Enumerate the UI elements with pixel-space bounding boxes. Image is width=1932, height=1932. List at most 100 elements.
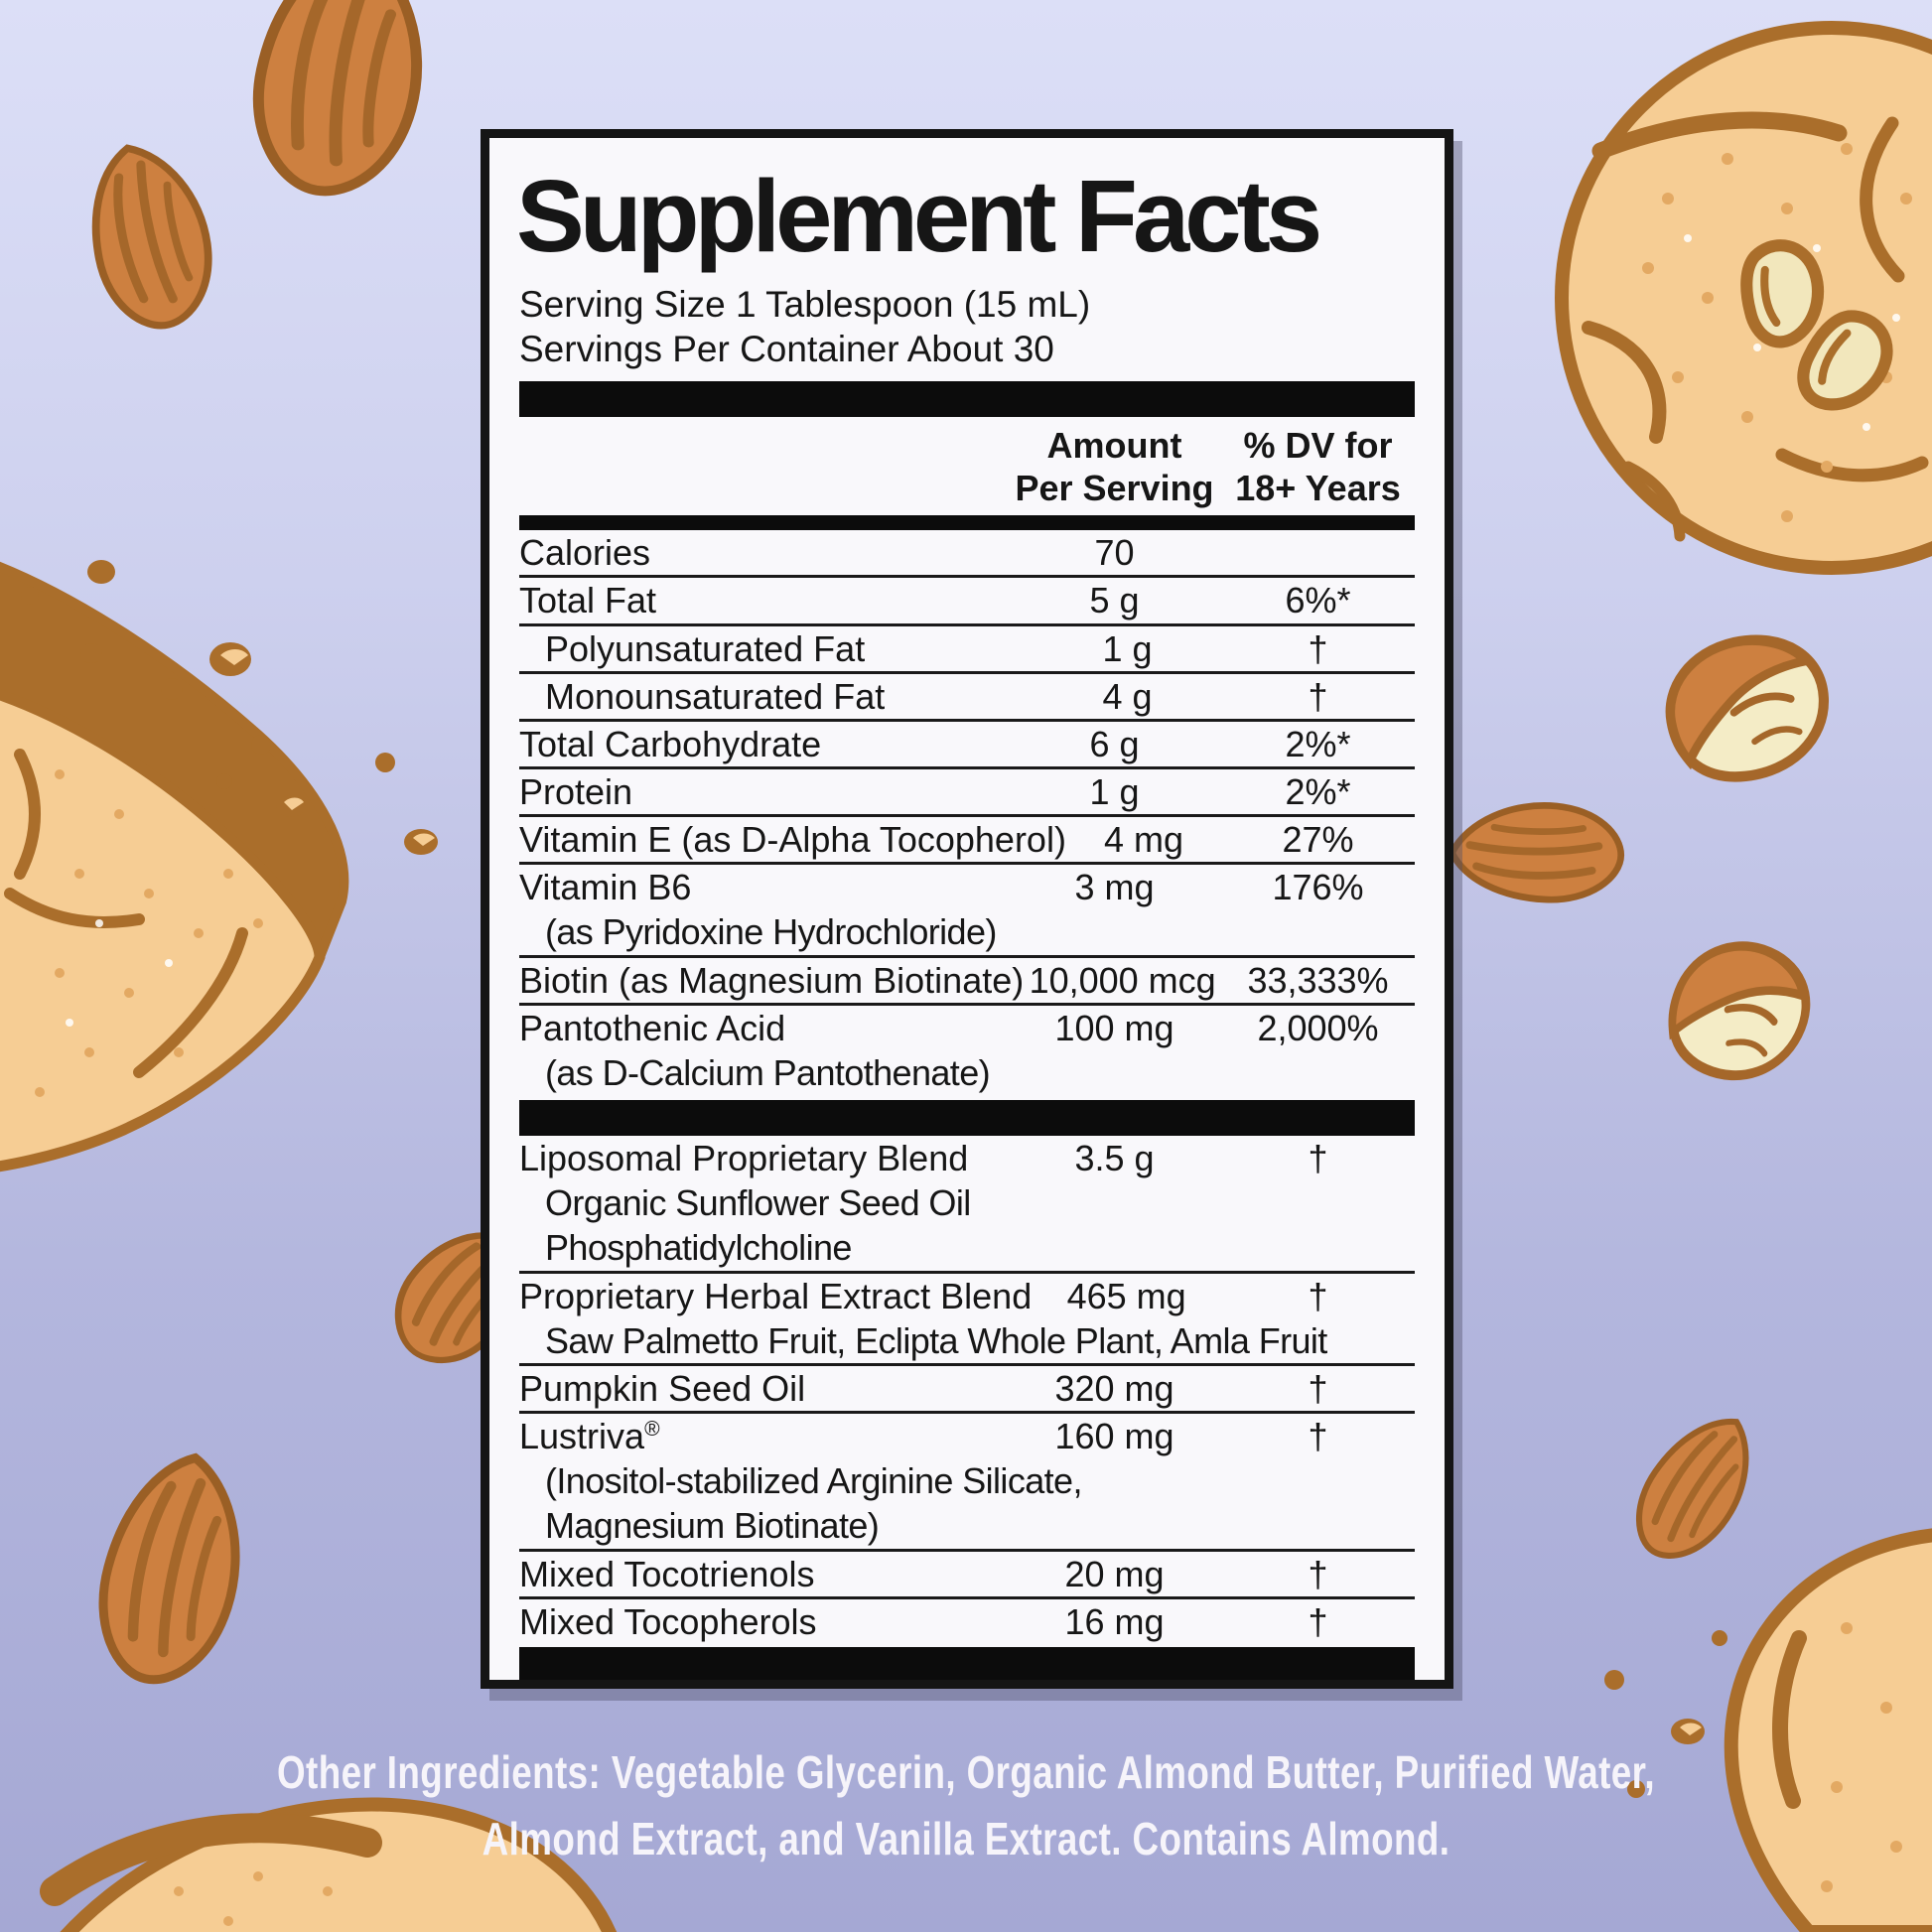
table-row-monounsaturated-fat: Monounsaturated Fat 4 g † xyxy=(519,670,1415,719)
row-dv: 176% xyxy=(1272,867,1364,908)
row-label: Mixed Tocopherols xyxy=(519,1600,817,1642)
row-label: Protein xyxy=(519,771,633,813)
table-row-liposomal-blend: Liposomal Proprietary Blend 3.5 g † xyxy=(519,1136,1415,1180)
page-title: Supplement Facts xyxy=(516,159,1322,273)
row-label: Organic Sunflower Seed Oil xyxy=(545,1182,971,1224)
row-amount: 20 mg xyxy=(1064,1553,1165,1594)
row-dv: † xyxy=(1308,627,1328,669)
row-label: Vitamin B6 xyxy=(519,867,692,908)
other-ingredients-line2: Almond Extract, and Vanilla Extract. Con… xyxy=(482,1812,1450,1864)
row-amount: 100 mg xyxy=(1054,1007,1174,1048)
row-amount: 160 mg xyxy=(1054,1416,1174,1457)
table-row-pumpkin-seed-oil: Pumpkin Seed Oil 320 mg † xyxy=(519,1362,1415,1411)
row-amount: 3 mg xyxy=(1074,867,1155,908)
table-row-pantothenic-acid-source: (as D-Calcium Pantothenate) xyxy=(519,1050,1415,1095)
row-label: Phosphatidylcholine xyxy=(545,1227,852,1269)
supplement-facts-panel: Supplement Facts Serving Size 1 Tablespo… xyxy=(481,129,1453,1689)
row-label: Magnesium Biotinate) xyxy=(545,1505,880,1547)
table-row-calories: Calories 70 xyxy=(519,530,1415,575)
row-label: Vitamin E (as D-Alpha Tocopherol) xyxy=(519,819,1066,861)
table-row-biotin: Biotin (as Magnesium Biotinate) 10,000 m… xyxy=(519,954,1415,1003)
row-amount: 70 xyxy=(1094,532,1135,574)
table-header-row: Amount Per Serving % DV for 18+ Years xyxy=(519,417,1415,515)
table-row-lustriva-source: (Inositol-stabilized Arginine Silicate, xyxy=(519,1458,1415,1503)
row-dv: 33,333% xyxy=(1247,959,1389,1001)
row-dv: 6%* xyxy=(1285,580,1351,621)
row-dv: † xyxy=(1308,1600,1328,1642)
row-amount: 1 g xyxy=(1102,627,1153,669)
cookie-broken-illustration xyxy=(1724,1528,1932,1932)
amount-header-line1: Amount xyxy=(1046,425,1182,467)
row-label: (as Pyridoxine Hydrochloride) xyxy=(545,911,997,953)
row-label: Pumpkin Seed Oil xyxy=(519,1367,806,1409)
table-row-vitamin-b6-source: (as Pyridoxine Hydrochloride) xyxy=(519,909,1415,954)
other-ingredients-line1: Other Ingredients: Vegetable Glycerin, O… xyxy=(277,1746,1655,1798)
row-label: Polyunsaturated Fat xyxy=(545,627,866,669)
table-row-total-carbohydrate: Total Carbohydrate 6 g 2%* xyxy=(519,718,1415,766)
row-amount: 3.5 g xyxy=(1074,1138,1155,1179)
dv-header-line2: 18+ Years xyxy=(1235,467,1401,508)
row-amount: 4 mg xyxy=(1103,819,1183,861)
row-label: Biotin (as Magnesium Biotinate) xyxy=(519,959,1025,1001)
other-ingredients-text: Other Ingredients: Vegetable Glycerin, O… xyxy=(194,1739,1739,1871)
table-row-vitamin-e: Vitamin E (as D-Alpha Tocopherol) 4 mg 2… xyxy=(519,814,1415,862)
row-dv: † xyxy=(1308,1416,1328,1457)
almond-illustration xyxy=(74,135,224,338)
row-dv: 27% xyxy=(1282,819,1354,861)
table-row-lustriva: Lustriva® 160 mg † xyxy=(519,1411,1415,1458)
cookie-broken-illustration xyxy=(0,561,349,1173)
row-dv: † xyxy=(1308,1138,1328,1179)
table-row-liposomal-ingredient: Organic Sunflower Seed Oil xyxy=(519,1180,1415,1225)
table-row-protein: Protein 1 g 2%* xyxy=(519,766,1415,814)
crumbs-illustration xyxy=(1604,1630,1727,1798)
row-amount: 6 g xyxy=(1089,723,1140,764)
table-row-liposomal-ingredient: Phosphatidylcholine xyxy=(519,1225,1415,1270)
table-row-herbal-blend-ingredients: Saw Palmetto Fruit, Eclipta Whole Plant,… xyxy=(519,1318,1415,1363)
row-dv: † xyxy=(1308,675,1328,717)
divider-bar-thick xyxy=(519,1100,1415,1137)
row-label-text: Lustriva xyxy=(519,1416,645,1457)
amount-header-line2: Per Serving xyxy=(1015,467,1214,508)
crumbs-illustration xyxy=(21,560,438,855)
cookie-illustration xyxy=(0,1797,633,1932)
table-row-vitamin-b6: Vitamin B6 3 mg 176% xyxy=(519,862,1415,909)
table-row-mixed-tocopherols: Mixed Tocopherols 16 mg † xyxy=(519,1595,1415,1644)
row-amount: 465 mg xyxy=(1066,1275,1186,1316)
row-dv: † xyxy=(1308,1553,1328,1594)
table-row-herbal-blend: Proprietary Herbal Extract Blend 465 mg … xyxy=(519,1270,1415,1318)
servings-per-container-text: Servings Per Container About 30 xyxy=(519,329,1054,370)
row-amount: 320 mg xyxy=(1054,1367,1174,1409)
almond-illustration xyxy=(1618,1399,1772,1575)
serving-size-text: Serving Size 1 Tablespoon (15 mL) xyxy=(519,284,1091,326)
row-amount: 16 mg xyxy=(1064,1600,1165,1642)
table-row-lustriva-source: Magnesium Biotinate) xyxy=(519,1503,1415,1548)
row-label: Total Carbohydrate xyxy=(519,723,822,764)
row-dv: 2%* xyxy=(1285,723,1351,764)
dv-column-header: % DV for 18+ Years xyxy=(1221,425,1415,509)
table-row-total-fat: Total Fat 5 g 6%* xyxy=(519,575,1415,622)
cookie-illustration xyxy=(1555,21,1932,575)
almond-bitten-illustration xyxy=(1664,633,1832,783)
row-label: Liposomal Proprietary Blend xyxy=(519,1138,969,1179)
divider-bar-thick xyxy=(519,381,1415,418)
row-dv: † xyxy=(1308,1275,1328,1316)
divider-bar-thin xyxy=(519,515,1415,531)
row-dv: 2%* xyxy=(1285,771,1351,813)
dv-header-line1: % DV for xyxy=(1243,425,1393,467)
almond-illustration xyxy=(86,1445,257,1692)
registered-mark: ® xyxy=(644,1418,660,1442)
row-label: Monounsaturated Fat xyxy=(545,675,886,717)
row-amount: 4 g xyxy=(1102,675,1153,717)
row-label: Total Fat xyxy=(519,580,657,621)
row-label: Lustriva® xyxy=(519,1416,1008,1457)
row-label: Saw Palmetto Fruit, Eclipta Whole Plant,… xyxy=(545,1319,1327,1361)
row-dv: † xyxy=(1308,1367,1328,1409)
row-label: Calories xyxy=(519,532,651,574)
row-label: Pantothenic Acid xyxy=(519,1007,786,1048)
row-dv: 2,000% xyxy=(1257,1007,1379,1048)
table-row-pantothenic-acid: Pantothenic Acid 100 mg 2,000% xyxy=(519,1002,1415,1050)
almond-illustration xyxy=(244,0,436,204)
row-amount: 5 g xyxy=(1089,580,1140,621)
